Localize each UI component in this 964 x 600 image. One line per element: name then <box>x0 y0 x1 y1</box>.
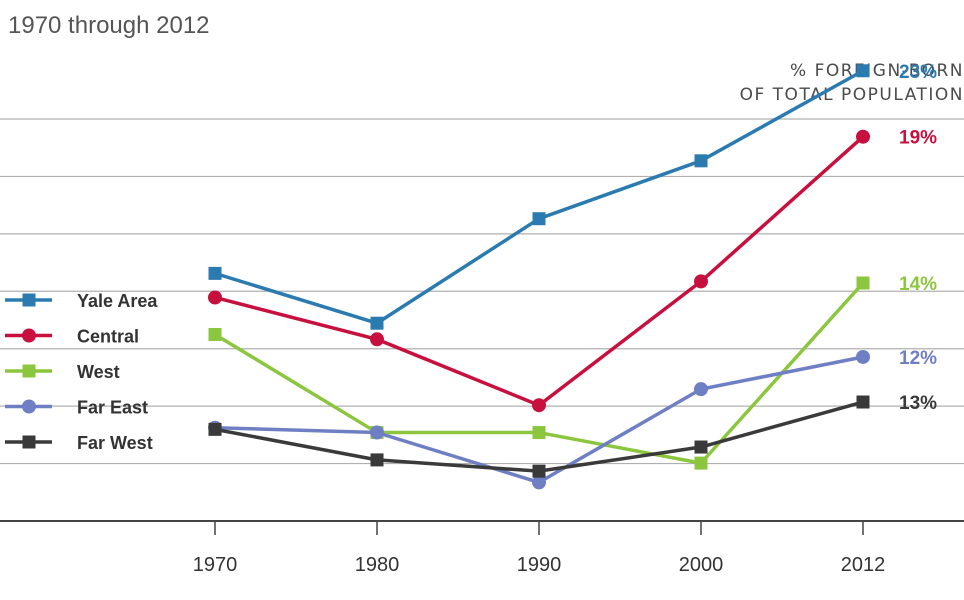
end-label: 19% <box>899 128 937 149</box>
legend-item: Yale Area <box>5 291 158 311</box>
legend-label: Yale Area <box>77 291 158 311</box>
legend-label: Far West <box>77 433 153 453</box>
data-point <box>532 475 546 490</box>
series-far-west: 13% <box>208 393 937 478</box>
x-tick-label: 1990 <box>517 554 562 576</box>
data-point <box>856 129 870 144</box>
data-point <box>208 290 222 305</box>
data-point <box>856 349 870 364</box>
data-point <box>694 456 708 470</box>
data-point <box>856 64 870 78</box>
data-point <box>208 327 222 341</box>
legend-swatch-marker <box>22 364 36 378</box>
data-point <box>532 398 546 413</box>
legend-item: Central <box>5 327 139 347</box>
legend-item: Far East <box>5 398 148 418</box>
data-point <box>856 276 870 290</box>
x-axis: 1970 1980 1990 2000 2012 <box>0 520 964 576</box>
data-point <box>370 425 384 440</box>
legend-item: West <box>5 362 120 382</box>
legend-swatch-marker <box>22 399 36 414</box>
legend-swatch-marker <box>22 293 36 307</box>
data-point <box>208 422 222 436</box>
end-label: 13% <box>899 393 937 414</box>
series-yale-area: 23% <box>208 62 937 330</box>
end-label: 12% <box>899 348 937 369</box>
end-label: 14% <box>899 274 937 295</box>
data-point <box>856 395 870 409</box>
end-label: 23% <box>899 62 937 83</box>
legend-label: West <box>77 362 120 382</box>
data-point <box>694 154 708 168</box>
series-far-east: 12% <box>208 348 937 490</box>
legend-item: Far West <box>5 433 153 453</box>
grid <box>0 118 964 465</box>
y-unit-label-line1: % FOREIGN-BORN <box>790 61 964 81</box>
data-point <box>694 440 708 454</box>
x-tick-label: 2000 <box>679 554 724 576</box>
legend-swatch-marker <box>22 435 36 449</box>
legend-label: Central <box>77 327 139 347</box>
x-tick-label: 1970 <box>193 554 238 576</box>
data-point <box>370 453 384 467</box>
y-unit-label-line2: OF TOTAL POPULATION <box>740 85 964 105</box>
data-point <box>694 274 708 289</box>
data-point <box>370 316 384 330</box>
legend-swatch-marker <box>22 328 36 343</box>
legend: Yale Area Central West Far East Far West <box>5 291 158 453</box>
data-point <box>694 382 708 397</box>
data-point <box>208 266 222 280</box>
x-tick-label: 1980 <box>355 554 400 576</box>
data-point <box>532 426 546 440</box>
series-layer: 23% 19% 14% 12% 13% <box>208 62 937 490</box>
series-central: 19% <box>208 128 937 413</box>
x-tick-label: 2012 <box>841 554 886 576</box>
data-point <box>370 332 384 347</box>
data-point <box>532 212 546 226</box>
data-point <box>532 464 546 478</box>
series-line <box>214 69 864 325</box>
legend-label: Far East <box>77 398 148 418</box>
chart-subtitle: 1970 through 2012 <box>8 12 210 39</box>
